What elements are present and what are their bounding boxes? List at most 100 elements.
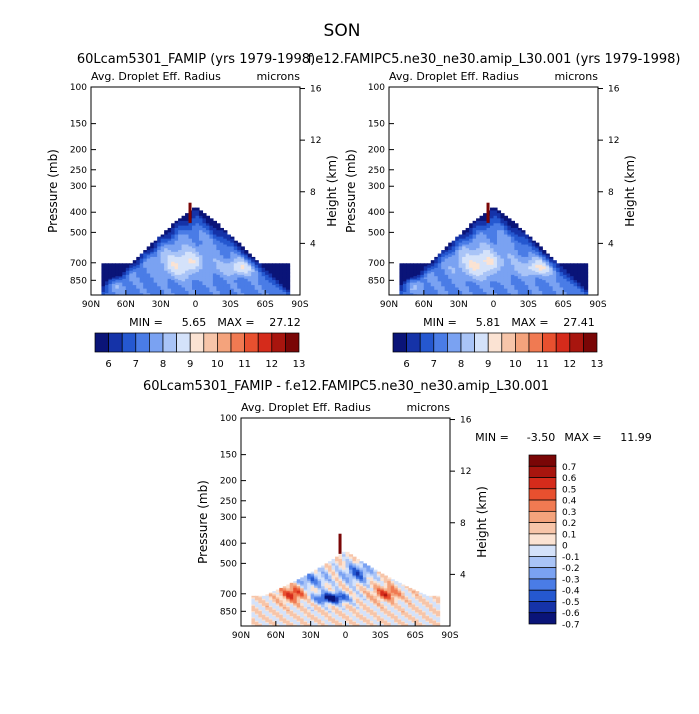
data-cell (566, 293, 571, 295)
data-cell (205, 274, 211, 277)
data-cell (521, 280, 526, 282)
data-cell (219, 273, 224, 276)
data-cell (402, 278, 408, 281)
x-tick-label: 30N (450, 300, 468, 310)
data-cell (303, 623, 308, 625)
data-cell (237, 258, 242, 261)
data-cell (486, 236, 491, 240)
data-cell (129, 282, 134, 285)
data-cell (496, 282, 502, 285)
data-cell (528, 287, 533, 290)
data-cell (115, 287, 120, 290)
data-cell (507, 255, 512, 258)
data-cell (118, 263, 123, 266)
data-cell (143, 273, 148, 276)
data-cell (268, 269, 273, 272)
data-cell (300, 603, 305, 606)
data-cell (167, 276, 172, 279)
data-cell (202, 218, 207, 222)
data-cell (143, 266, 148, 269)
data-cell (528, 293, 533, 295)
data-cell (272, 290, 277, 293)
data-cell (289, 600, 294, 603)
data-cell (219, 274, 224, 277)
data-cell (198, 269, 204, 272)
data-cell (500, 288, 505, 291)
data-cell (104, 285, 110, 287)
data-cell (503, 232, 509, 236)
data-cell (338, 608, 343, 611)
data-cell (178, 238, 183, 242)
data-cell (444, 255, 449, 258)
data-cell (129, 293, 134, 295)
data-cell (331, 571, 336, 575)
data-cell (465, 251, 470, 255)
data-cell (507, 276, 512, 279)
data-cell (503, 278, 509, 281)
data-cell (437, 256, 442, 260)
data-cell (416, 264, 421, 267)
data-cell (272, 616, 277, 618)
data-cell (465, 292, 470, 294)
data-cell (164, 283, 169, 286)
data-cell (406, 293, 411, 295)
data-cell (181, 251, 186, 255)
data-cell (462, 242, 467, 246)
data-cell (514, 227, 519, 231)
data-cell (101, 276, 106, 279)
data-cell (423, 281, 428, 284)
data-cell (338, 584, 343, 587)
data-cell (448, 280, 453, 282)
subtitle-right: microns (256, 70, 300, 83)
data-cell (524, 286, 529, 289)
data-cell (226, 255, 231, 258)
data-cell (507, 287, 512, 290)
data-cell (136, 288, 141, 291)
data-cell (507, 236, 512, 240)
data-cell (282, 612, 287, 615)
data-cell (469, 281, 474, 284)
data-cell (496, 266, 502, 269)
data-cell (317, 591, 322, 594)
data-cell (296, 624, 301, 626)
data-cell (268, 609, 273, 612)
data-cell (331, 561, 336, 564)
data-cell (580, 278, 585, 281)
data-cell (275, 287, 280, 290)
data-cell (328, 584, 333, 587)
data-cell (503, 293, 509, 295)
data-cell (212, 266, 217, 269)
data-cell (296, 616, 301, 618)
data-cell (185, 285, 190, 287)
data-cell (486, 263, 491, 266)
data-cell (174, 263, 179, 266)
data-cell (303, 624, 308, 626)
data-cell (157, 269, 162, 272)
data-cell (174, 286, 179, 289)
data-cell (261, 616, 266, 618)
data-cell (451, 251, 456, 255)
data-cell (247, 285, 252, 287)
data-cell (275, 273, 280, 276)
data-cell (129, 267, 134, 270)
data-cell (331, 587, 336, 591)
data-cell (420, 269, 425, 272)
data-cell (192, 282, 197, 285)
data-cell (188, 267, 193, 270)
data-cell (531, 274, 536, 277)
data-cell (153, 283, 158, 286)
data-cell (552, 281, 557, 284)
data-cell (286, 592, 291, 595)
data-cell (531, 260, 536, 263)
data-cell (500, 232, 505, 236)
data-cell (188, 251, 193, 255)
data-cell (402, 280, 408, 282)
data-cell (244, 273, 249, 276)
data-cell (279, 623, 284, 625)
data-cell (261, 624, 266, 626)
data-cell (160, 278, 165, 281)
data-cell (254, 269, 259, 272)
data-cell (399, 277, 404, 280)
data-cell (402, 293, 408, 295)
data-cell (160, 244, 165, 248)
